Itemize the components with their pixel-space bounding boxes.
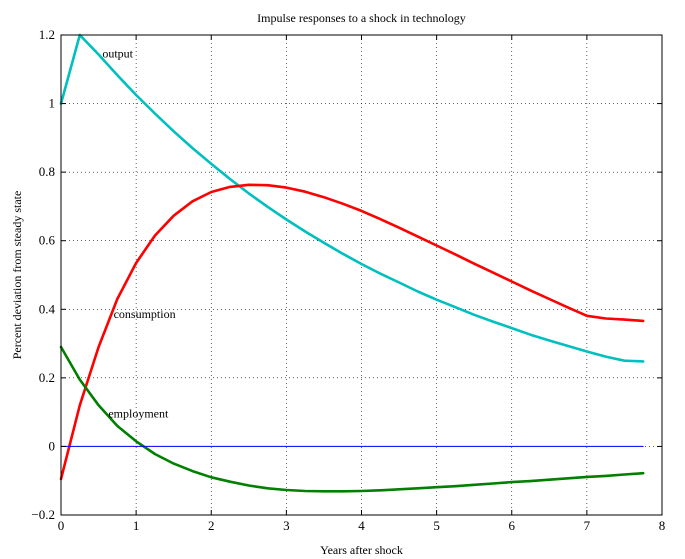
series-line-output [59,33,645,363]
series-line-employment [59,345,645,493]
tick-labels: 0 1 2 3 4 5 6 7 8−0.200.20.40.60.811.2 [31,27,665,533]
y-tick-label: 0.4 [39,301,56,316]
y-tick-label: −0.2 [31,507,55,522]
chart-title: Impulse responses to a shock in technolo… [257,11,466,25]
x-tick-label: 1 [133,518,140,533]
series-line-consumption [59,183,645,481]
x-tick-label: 7 [584,518,591,533]
x-tick-label: 2 [208,518,215,533]
annotation-employment: employment [108,406,169,420]
annotations: output consumption employment [102,46,175,420]
x-tick-label: 3 [283,518,290,533]
x-tick-label: 6 [509,518,516,533]
y-tick-label: 0.8 [39,164,55,179]
x-tick-label: 8 [659,518,666,533]
x-axis-label: Years after shock [320,543,403,557]
y-tick-label: 1 [49,96,56,111]
y-tick-label: 0.2 [39,370,55,385]
y-tick-label: 0 [49,438,56,453]
y-tick-label: 1.2 [39,27,55,42]
x-tick-label: 0 [58,518,65,533]
annotation-output: output [102,46,133,60]
y-axis-label: Percent deviation from steady state [10,191,24,360]
ticks [60,34,663,516]
annotation-consumption: consumption [114,307,176,321]
grid [61,35,662,515]
x-tick-label: 4 [358,518,365,533]
y-tick-label: 0.6 [39,233,56,248]
series-lines [59,33,645,493]
x-tick-label: 5 [433,518,440,533]
